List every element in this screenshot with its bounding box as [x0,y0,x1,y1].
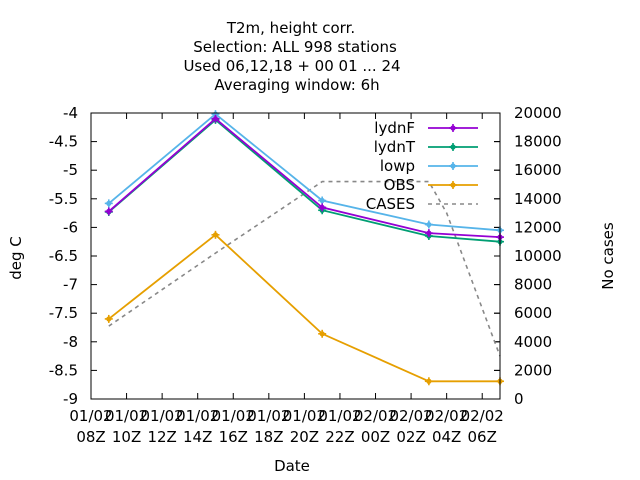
x-tick-label-hour: 06Z [468,428,497,446]
data-point-lydnf [424,229,433,238]
title-line-1: T2m, height corr. [226,19,355,37]
x-tick-label-date: 02/02 [389,407,432,425]
data-point-obs [424,377,433,386]
data-point-obs [318,329,327,338]
series-line-lydnt [108,118,501,243]
title-line-4: Averaging window: 6h [214,76,379,94]
y-tick-label: -7 [63,276,78,294]
data-point-lydnf [104,207,113,216]
legend-label-lowp: lowp [380,157,415,175]
data-point-lydnf [318,203,327,212]
legend-label-obs: OBS [384,176,415,194]
x-tick-label-hour: 12Z [147,428,176,446]
x-tick-label-date: 02/02 [461,407,504,425]
y-tick-label: -9 [63,390,78,408]
x-tick-label-date: 01/02 [212,407,255,425]
legend-marker-lydnf [449,124,457,132]
x-tick-label-hour: 16Z [219,428,248,446]
y2-tick-label: 10000 [514,247,562,265]
x-tick-label-hour: 14Z [183,428,212,446]
y-tick-label: -8 [63,333,78,351]
x-tick-label-hour: 00Z [361,428,390,446]
x-tick-label-hour: 20Z [290,428,319,446]
x-tick-label-date: 01/02 [247,407,290,425]
title-line-2: Selection: ALL 998 stations [193,38,397,56]
y2-tick-label: 0 [514,390,524,408]
y2-tick-label: 6000 [514,304,552,322]
y-tick-label: -4 [63,104,78,122]
series-line-cases [108,180,501,357]
y-tick-label: -5 [63,161,78,179]
legend-marker-lowp [449,162,457,170]
x-tick-label-hour: 04Z [432,428,461,446]
x-tick-label-date: 01/02 [283,407,326,425]
title-line-3: Used 06,12,18 + 00 01 ... 24 [183,57,400,75]
x-tick-label-hour: 18Z [254,428,283,446]
data-point-lowp [104,199,113,208]
x-tick-label-hour: 02Z [396,428,425,446]
x-tick-label-date: 02/02 [354,407,397,425]
data-point-obs [211,230,220,239]
x-tick-label-hour: 22Z [325,428,354,446]
y2-tick-label: 16000 [514,161,562,179]
y-tick-label: -5.5 [49,190,78,208]
y-tick-label: -8.5 [49,361,78,379]
tick-labels: -9 -8.5 -8 -7.5 -7 -6.5 -6 -5.5 -5 -4.5 -4 0 2000 400… [49,104,562,446]
y2-axis-label: No cases [599,222,617,290]
series-layer [104,110,504,386]
y2-tick-label: 20000 [514,104,562,122]
y-tick-label: -6.5 [49,247,78,265]
series-line-lowp [108,112,501,232]
y-tick-label: -7.5 [49,304,78,322]
y-axis-label: deg C [7,236,25,280]
x-tick-label-date: 01/02 [105,407,148,425]
series-line-lydnf [108,117,501,238]
data-point-obs [104,314,113,323]
plot-frame [90,112,501,400]
y2-tick-label: 8000 [514,276,552,294]
y2-tick-label: 2000 [514,361,552,379]
x-tick-label-date: 01/02 [176,407,219,425]
data-point-lydnf [211,114,220,123]
x-tick-label-date: 01/02 [318,407,361,425]
legend-label-lydnf: lydnF [374,119,415,137]
legend-marker-lydnt [449,143,457,151]
series-line-obs [108,233,500,383]
data-point-lowp [424,220,433,229]
x-tick-label-date: 02/02 [425,407,468,425]
data-point-lowp [318,196,327,205]
x-tick-label-hour: 08Z [76,428,105,446]
y-tick-label: -4.5 [49,133,78,151]
legend-label-lydnt: lydnT [374,138,416,156]
legend-marker-obs [449,181,457,189]
y2-tick-label: 18000 [514,133,562,151]
x-tick-label-date: 01/02 [141,407,184,425]
x-tick-label-hour: 10Z [112,428,141,446]
y-tick-label: -6 [63,218,78,236]
x-axis-label: Date [274,457,310,475]
y2-tick-label: 14000 [514,190,562,208]
y2-tick-label: 4000 [514,333,552,351]
chart-title: T2m, height corr. Selection: ALL 998 sta… [183,19,400,94]
legend-label-cases: CASES [366,195,415,213]
tick-marks [90,112,500,400]
x-tick-label-date: 01/02 [69,407,112,425]
y2-tick-label: 12000 [514,218,562,236]
